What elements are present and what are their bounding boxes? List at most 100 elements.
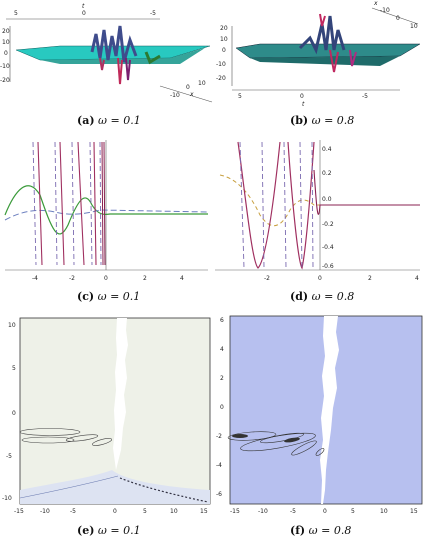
b-t-tick: 5 — [238, 93, 242, 100]
f-contour — [260, 432, 304, 444]
a-t-tick: -5 — [150, 10, 156, 17]
f-x-ticks: -15 -10 -5 0 5 10 15 — [230, 508, 418, 515]
d-y-ticks: 0.4 0.2 0.0 -0.2 -0.4 -0.6 — [322, 146, 334, 270]
a-z-tick: 0 — [4, 50, 8, 57]
b-z-tick: -10 — [216, 61, 226, 68]
panel-c-lineplot: -4 -2 0 2 4 — [4, 140, 209, 282]
svg-text:(c) ω = 0.1: (c) ω = 0.1 — [77, 290, 140, 303]
e-contour — [65, 434, 99, 442]
f-y-ticks: 6 4 2 0 -2 -4 -6 — [216, 317, 224, 498]
e-y-tick: 5 — [12, 365, 16, 372]
e-contour — [21, 436, 75, 444]
panel-f-contour: 6 4 2 0 -2 -4 -6 -15 -10 -5 0 5 10 15 — [216, 315, 423, 515]
caption-c: (c) ω = 0.1 — [77, 290, 140, 303]
f-x-tick: -10 — [258, 508, 268, 515]
f-y-tick: -6 — [216, 491, 222, 498]
e-x-ticks: -15 -10 -5 0 5 10 15 — [14, 508, 208, 515]
panel-e-contour: 10 5 0 -5 -10 -15 -10 -5 0 5 10 15 — [2, 317, 211, 515]
caption-a-label: (a) — [77, 114, 95, 127]
e-x-tick: -15 — [14, 508, 24, 515]
b-z-tick: -20 — [216, 75, 226, 82]
c-series-green — [4, 185, 208, 235]
b-t-tick: -5 — [362, 93, 368, 100]
caption-d: (d) ω = 0.8 — [290, 290, 354, 303]
e-x-tick: 10 — [170, 508, 178, 515]
c-x-tick: -2 — [69, 275, 75, 282]
panel-a-surface: 5 0 -5 t 20 10 0 -10 -20 -10 0 10 x — [0, 3, 213, 103]
e-y-tick: -10 — [2, 495, 12, 502]
caption-f-text: ω = 0.8 — [309, 524, 352, 537]
f-x-tick: -5 — [290, 508, 296, 515]
d-y-tick: 0.4 — [322, 146, 332, 153]
d-x-ticks: -2 0 2 4 — [264, 275, 419, 282]
a-z-tick: -10 — [0, 63, 10, 70]
caption-c-text: ω = 0.1 — [98, 290, 141, 303]
c-x-ticks: -4 -2 0 2 4 — [32, 275, 184, 282]
f-x-tick: 15 — [410, 508, 418, 515]
d-y-tick: 0.0 — [322, 196, 332, 203]
caption-b-text: ω = 0.8 — [312, 114, 355, 127]
f-x-tick: 0 — [323, 508, 327, 515]
f-y-tick: 4 — [220, 346, 224, 353]
e-y-tick: -5 — [6, 453, 12, 460]
d-series-gold — [219, 174, 420, 227]
c-series-red — [37, 141, 97, 266]
caption-a: (a) ω = 0.1 — [77, 114, 141, 127]
caption-d-text: ω = 0.8 — [312, 290, 355, 303]
b-z-tick: 10 — [220, 36, 228, 43]
a-z-tick: 20 — [2, 28, 10, 35]
d-series-red — [237, 141, 315, 270]
b-z-tick: 20 — [220, 25, 228, 32]
d-y-tick: -0.6 — [322, 263, 334, 270]
e-x-tick: -10 — [40, 508, 50, 515]
svg-text:(a) ω = 0.1: (a) ω = 0.1 — [77, 114, 141, 127]
d-series-purple — [239, 141, 314, 269]
e-x-tick: 5 — [143, 508, 147, 515]
f-contour — [284, 437, 300, 443]
caption-e-label: (e) — [77, 524, 94, 537]
e-y-tick: 0 — [12, 410, 16, 417]
a-x-label: x — [189, 91, 194, 98]
b-top-tick: 10 — [410, 23, 418, 30]
f-contour — [227, 431, 277, 441]
a-z-tick: 10 — [2, 39, 10, 46]
c-x-tick: 4 — [180, 275, 184, 282]
b-t-tick: 0 — [300, 93, 304, 100]
f-contour — [232, 434, 248, 438]
a-t-tick: 5 — [14, 10, 18, 17]
f-contour — [315, 448, 325, 456]
caption-a-text: ω = 0.1 — [98, 114, 141, 127]
a-x-tick: -10 — [170, 92, 180, 99]
f-y-tick: 6 — [220, 317, 224, 324]
svg-text:(e) ω = 0.1: (e) ω = 0.1 — [77, 524, 141, 537]
f-y-tick: 0 — [220, 404, 224, 411]
b-top-tick: -10 — [380, 7, 390, 14]
d-y-tick: -0.4 — [322, 244, 334, 251]
a-x-tick: 10 — [198, 80, 206, 87]
caption-e: (e) ω = 0.1 — [77, 524, 141, 537]
d-x-tick: -2 — [264, 275, 270, 282]
e-contour — [19, 428, 81, 436]
caption-f: (f) ω = 0.8 — [290, 524, 351, 537]
f-x-tick: 10 — [380, 508, 388, 515]
a-t-label: t — [82, 3, 85, 10]
svg-text:(d) ω = 0.8: (d) ω = 0.8 — [290, 290, 354, 303]
e-x-tick: 0 — [113, 508, 117, 515]
e-x-tick: 15 — [200, 508, 208, 515]
caption-c-label: (c) — [77, 290, 94, 303]
svg-text:(b) ω = 0.8: (b) ω = 0.8 — [290, 114, 354, 127]
d-y-tick: -0.2 — [322, 221, 334, 228]
caption-b-label: (b) — [290, 114, 308, 127]
b-t-label: t — [302, 101, 305, 108]
b-top-tick: 0 — [396, 15, 400, 22]
c-x-tick: -4 — [32, 275, 38, 282]
b-z-tick: 0 — [222, 47, 226, 54]
e-contour — [92, 438, 112, 446]
e-region-blue — [20, 470, 210, 504]
c-series-blue — [4, 209, 209, 221]
f-white-band — [320, 316, 339, 504]
f-y-tick: -2 — [216, 433, 222, 440]
b-top-label: x — [373, 0, 378, 7]
caption-d-label: (d) — [290, 290, 308, 303]
